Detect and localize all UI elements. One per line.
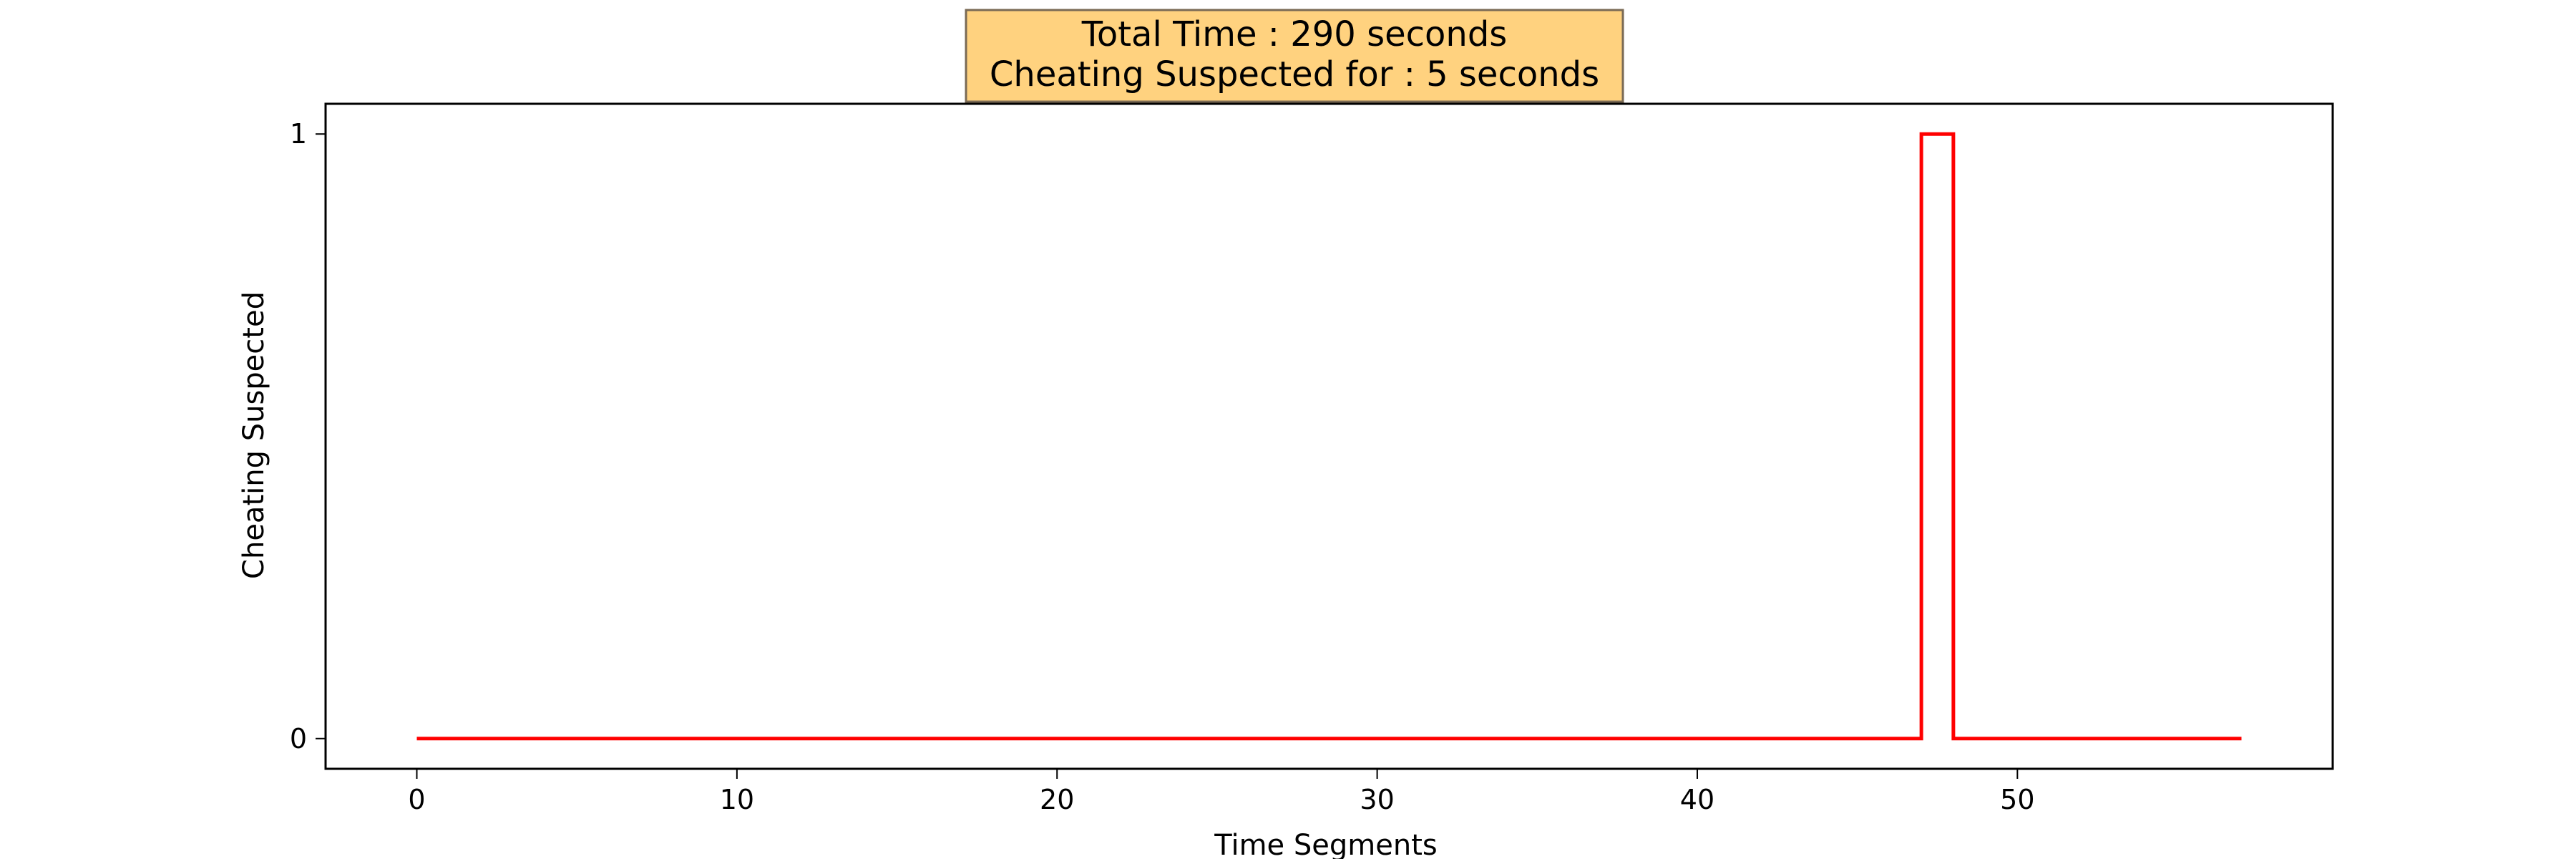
y-tick-label: 0 [290,723,307,754]
x-tick-label: 30 [1360,784,1394,815]
x-tick-label: 20 [1040,784,1074,815]
data-line [416,132,2242,741]
axes-frame [324,102,2334,770]
y-axis-label: Cheating Suspected [238,291,270,579]
x-tick-label: 40 [1680,784,1714,815]
x-tick-label: 0 [408,784,425,815]
x-tick-label: 10 [720,784,754,815]
plot-area: 0 10 20 30 40 50 0 1 [290,102,2334,815]
x-axis-label: Time Segments [1214,829,1437,859]
title-line-total-time: Total Time : 290 seconds [1081,14,1508,54]
chart-title: Total Time : 290 seconds Cheating Suspec… [965,9,1624,103]
title-line-cheating-duration: Cheating Suspected for : 5 seconds [990,54,1599,94]
title-box [965,9,1624,103]
y-tick-label: 1 [290,118,307,150]
x-tick-label: 50 [2000,784,2034,815]
